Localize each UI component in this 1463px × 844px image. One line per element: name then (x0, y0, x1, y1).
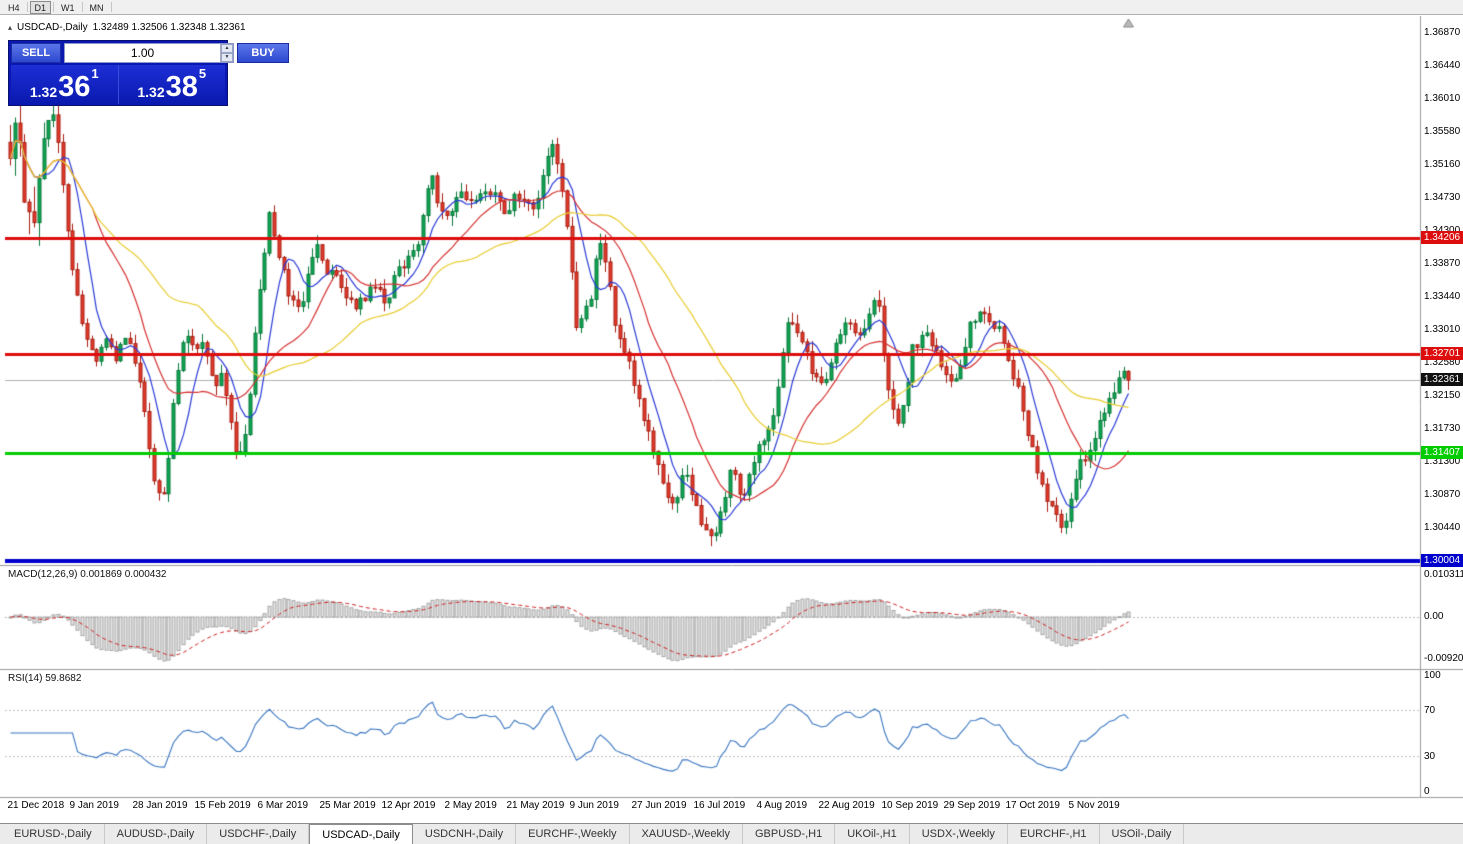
chart-tab-usoil-daily[interactable]: USOil-,Daily (1100, 824, 1185, 844)
timeframe-toolbar: H4 D1 W1 MN (0, 0, 1463, 15)
timeframe-button-w1[interactable]: W1 (61, 2, 75, 13)
buy-button[interactable]: BUY (237, 43, 289, 63)
sell-price-stem: 1.32 (29, 84, 58, 100)
chart-tab-ukoil-h1[interactable]: UKOil-,H1 (835, 824, 910, 844)
chart-ohlc-values: 1.32489 1.32506 1.32348 1.32361 (92, 22, 246, 33)
timeframe-button-mn[interactable]: MN (89, 2, 104, 13)
buy-price-pipette: 5 (198, 66, 207, 81)
trade-panel-prices-row: 1.32 36 1 1.32 38 5 (11, 65, 225, 104)
volume-input[interactable] (65, 44, 220, 62)
macd-indicator-label: MACD(12,26,9) 0.001869 0.000432 (8, 569, 167, 580)
volume-up-button[interactable]: ▲ (221, 44, 233, 53)
chart-symbol-period: USDCAD-,Daily (17, 22, 88, 33)
one-click-collapse-icon[interactable]: ▴ (8, 23, 13, 32)
sell-price-display[interactable]: 1.32 36 1 (11, 65, 118, 104)
chart-tab-usdchf-daily[interactable]: USDCHF-,Daily (207, 824, 310, 844)
volume-control: ▲ ▼ (64, 43, 234, 63)
timeframe-button-d1[interactable]: D1 (29, 0, 52, 14)
toolbar-separator (26, 2, 28, 12)
chart-title-line: ▴ USDCAD-,Daily 1.32489 1.32506 1.32348 … (8, 22, 246, 33)
sell-price-big-digits: 36 (58, 71, 91, 103)
trade-panel-controls-row: SELL ▲ ▼ BUY (11, 43, 289, 63)
sell-button[interactable]: SELL (11, 43, 61, 63)
chart-tab-usdcnh-daily[interactable]: USDCNH-,Daily (413, 824, 517, 844)
toolbar-separator (110, 2, 112, 12)
chart-tab-gbpusd-h1[interactable]: GBPUSD-,H1 (743, 824, 836, 844)
chart-tab-eurchf-weekly[interactable]: EURCHF-,Weekly (516, 824, 630, 844)
toolbar-separator (81, 2, 83, 12)
buy-price-stem: 1.32 (137, 84, 165, 100)
rsi-indicator-label: RSI(14) 59.8682 (8, 673, 82, 684)
price-divider (117, 65, 119, 104)
chart-tab-xauusd-weekly[interactable]: XAUUSD-,Weekly (630, 824, 743, 844)
chart-tab-eurusd-daily[interactable]: EURUSD-,Daily (2, 824, 105, 844)
chart-tab-audusd-daily[interactable]: AUDUSD-,Daily (105, 824, 208, 844)
chart-tab-eurchf-h1[interactable]: EURCHF-,H1 (1008, 824, 1100, 844)
timeframe-button-h4[interactable]: H4 (8, 2, 20, 13)
chart-tab-usdx-weekly[interactable]: USDX-,Weekly (910, 824, 1008, 844)
buy-price-big-digits: 38 (165, 71, 198, 103)
sell-price-pipette: 1 (91, 66, 99, 81)
volume-down-button[interactable]: ▼ (221, 53, 233, 62)
volume-spinner: ▲ ▼ (220, 44, 233, 62)
buy-price-display[interactable]: 1.32 38 5 (118, 65, 225, 104)
chart-tabs-bar: EURUSD-,Daily AUDUSD-,Daily USDCHF-,Daily U… (0, 823, 1463, 844)
chart-tab-usdcad-daily[interactable]: USDCAD-,Daily (309, 824, 413, 844)
toolbar-separator (53, 2, 55, 12)
